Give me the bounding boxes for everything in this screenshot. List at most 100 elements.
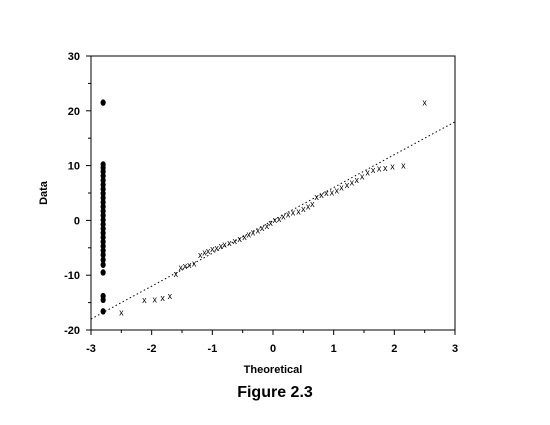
data-point-x: x [365,168,370,178]
data-point-dot [100,172,106,180]
data-point-x: x [401,161,406,171]
data-point-dot [100,296,106,304]
data-point-dot [100,247,106,254]
data-point-dot [100,261,106,268]
data-point-x: x [219,241,224,251]
data-point-x: x [210,244,215,254]
y-tick-label: 20 [68,106,80,118]
data-point-x: x [265,221,270,231]
y-axis-label: Data [38,180,50,205]
data-point-x: x [183,261,188,271]
x-tick-label: -1 [207,343,217,355]
data-point-dot [100,216,106,224]
data-point-x: x [306,202,311,212]
data-point-x: x [246,230,251,240]
data-point-x: x [192,259,197,269]
data-point-dot [100,199,106,206]
x-tick-label: 2 [391,343,397,355]
data-point-x: x [268,218,273,228]
x-tick-label: 1 [331,343,337,355]
data-point-x: x [350,178,355,188]
data-point-x: x [142,295,147,305]
data-point-dot [100,238,106,245]
data-point-dot [100,256,106,264]
data-point-dot [100,308,106,315]
data-point-x: x [222,240,227,250]
plot-frame [90,55,456,331]
data-point-dot [100,203,106,210]
y-tick-label: 0 [74,215,80,227]
data-point-dot [100,168,106,175]
data-point-dot [100,194,106,202]
data-point-dot [100,229,106,237]
data-point-x: x [260,223,265,233]
data-point-dot [100,190,106,197]
data-point-dot [100,221,106,228]
reference-line [90,121,456,320]
data-point-x: x [227,238,232,248]
y-tick-label: 10 [68,161,80,173]
data-point-dot [100,181,106,188]
axis-ticks [86,55,456,335]
data-point-x: x [301,204,306,214]
data-point-dot [100,177,106,184]
data-point-x: x [371,165,376,175]
data-point-x: x [291,208,296,218]
x-tick-label: 0 [270,343,276,355]
data-point-x: x [339,183,344,193]
data-point-x: x [179,263,184,273]
data-point-dot [100,99,106,106]
data-point-x: x [286,209,291,219]
data-point-x: x [237,234,242,244]
data-point-x: x [422,98,427,108]
x-tick-label: -2 [147,343,157,355]
data-point-x: x [354,175,359,185]
data-point-x: x [152,294,157,304]
data-point-dot [100,225,106,232]
data-point-dot [100,234,106,241]
data-point-x: x [202,248,207,258]
x-tick-label: 3 [452,343,458,355]
data-point-dot [100,207,106,215]
data-point-x: x [242,232,247,242]
data-point-dot [100,185,106,193]
figure-caption: Figure 2.3 [237,384,313,401]
x-axis-label: Theoretical [244,364,303,376]
data-point-x: x [119,307,124,317]
data-point-x: x [314,192,319,202]
data-point-x: x [324,188,329,198]
data-point-dot [100,251,106,259]
data-point-x: x [334,185,339,195]
data-point-x: x [273,215,278,225]
y-tick-label: -20 [64,325,80,337]
data-point-x: x [377,163,382,173]
data-point-dot [100,212,106,219]
data-point-x: x [256,225,261,235]
y-tick-label: -10 [64,270,80,282]
data-point-x: x [174,269,179,279]
data-point-x: x [187,260,192,270]
data-point-dot [100,269,106,276]
x-tick-label: -3 [86,343,96,355]
reference-line-group [90,121,456,320]
data-points: xx x x xxx x x xx x x x x x x x x x x x x x x x x x x x x x x x x xx x x x… [100,98,427,317]
data-point-x: x [160,293,165,303]
data-point-x: x [310,199,315,209]
data-point-x: x [390,162,395,172]
data-point-x: x [281,212,286,222]
data-point-x: x [319,190,324,200]
data-point-x: x [233,236,238,246]
data-point-x: x [277,214,282,224]
data-point-x: x [296,207,301,217]
data-point-x: x [198,250,203,260]
data-point-dot [100,242,106,250]
data-point-x: x [168,291,173,301]
data-point-x: x [214,243,219,253]
data-point-x: x [360,172,365,182]
data-point-x: x [206,246,211,256]
y-tick-label: 30 [68,51,80,63]
data-point-x: x [345,180,350,190]
